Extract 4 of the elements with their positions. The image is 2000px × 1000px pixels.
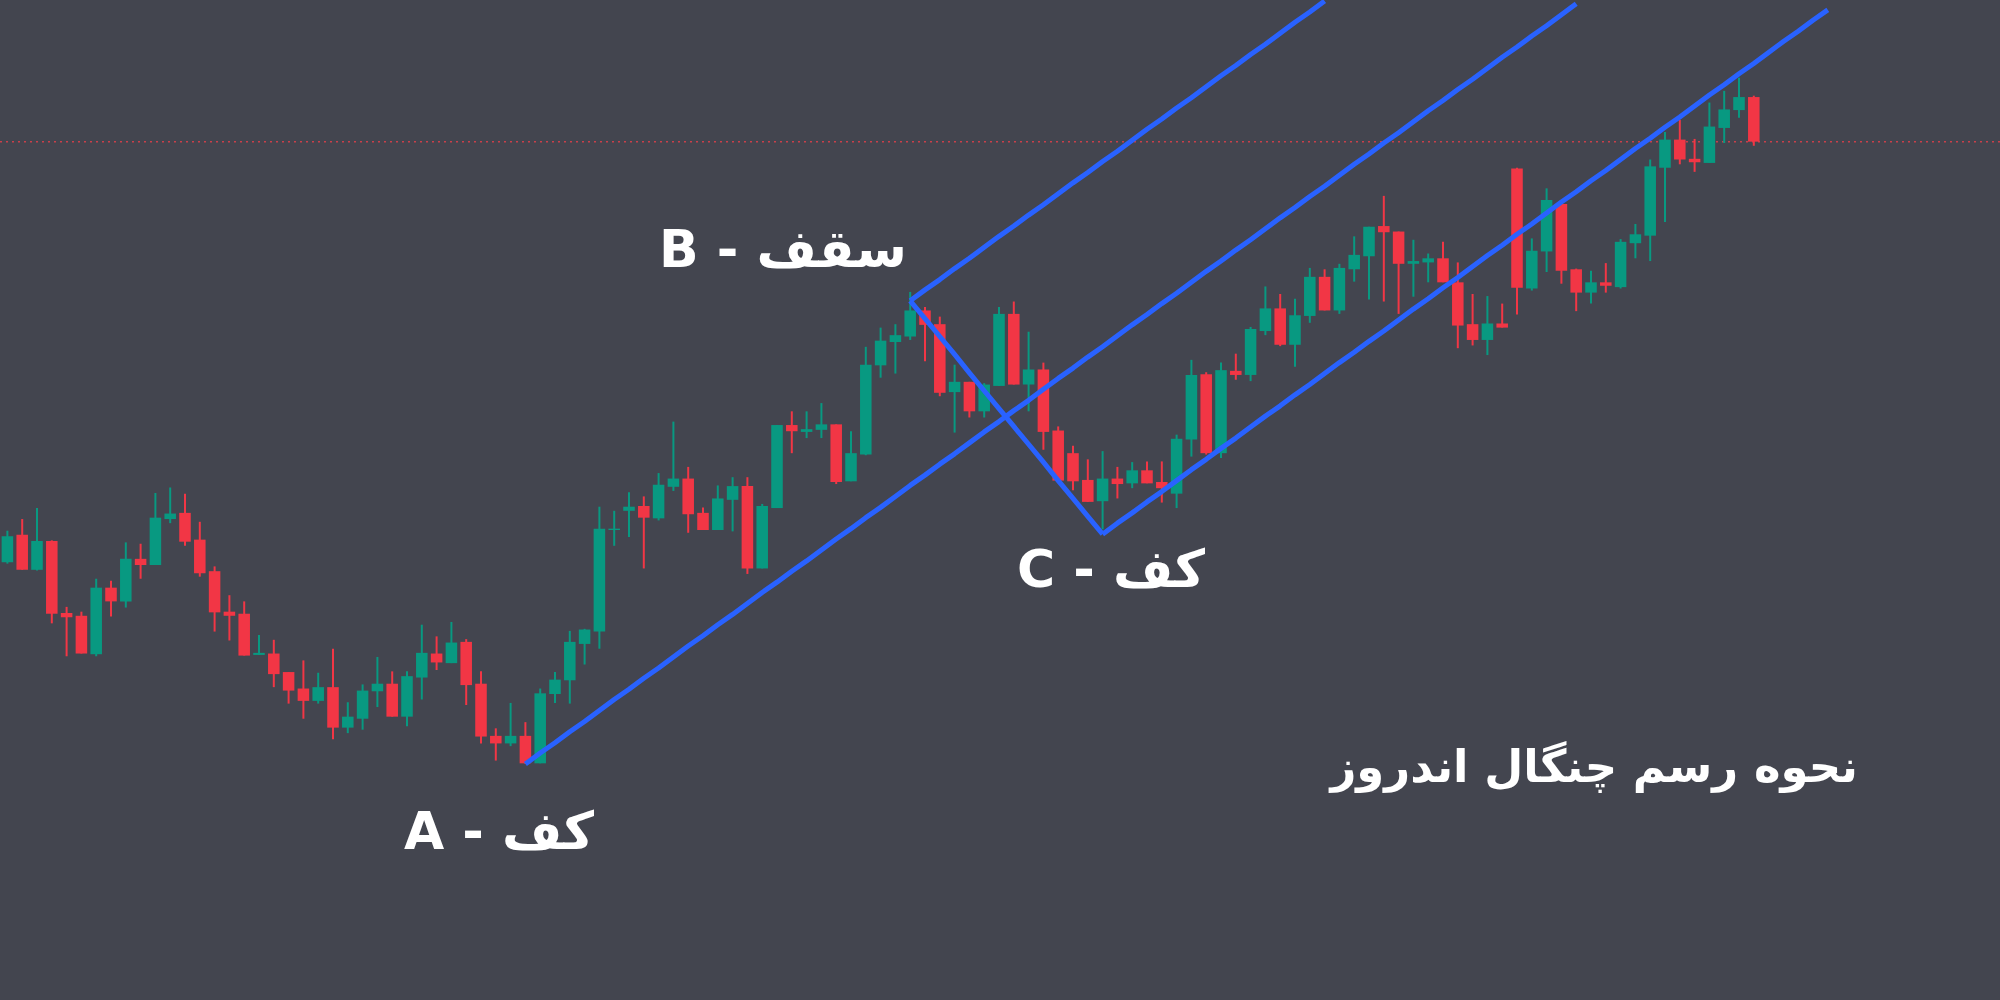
text: نحوه رسم چنگال اندروز [1328,740,1858,793]
annotation: C - کف [1016,539,1206,599]
text: A - کف [403,801,595,861]
annotation: B - سقف [659,219,907,279]
